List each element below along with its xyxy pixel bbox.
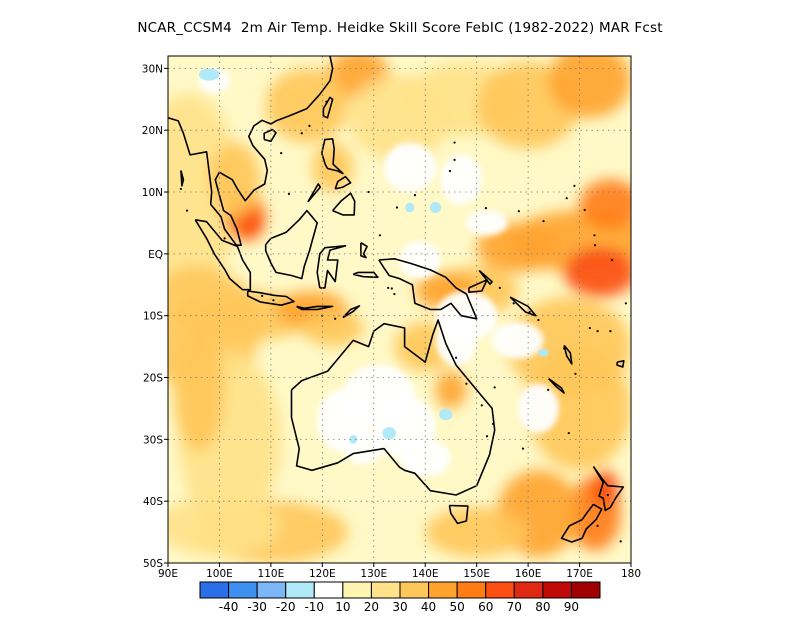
colorbar-label: 70 [507,600,522,614]
colorbar-label: 90 [564,600,579,614]
colorbar-swatch [428,581,458,599]
map-frame [167,55,632,564]
x-tick-label: 100E [206,568,233,580]
colorbar-swatch [342,581,372,599]
colorbar-swatch [256,581,287,599]
colorbar-label: 80 [535,600,550,614]
colorbar-label: 20 [364,600,379,614]
y-tick-label: 30N [142,63,163,75]
colorbar-label: -20 [276,600,296,614]
x-tick-label: 170E [566,568,593,580]
colorbar-label: -10 [304,600,324,614]
colorbar-label: 10 [335,600,350,614]
y-tick-label: 10S [143,311,163,323]
colorbar-label: 30 [392,600,407,614]
y-axis-ticks: 30N 20N 10N EQ 10S 20S 30S 40S 50S [142,63,168,570]
colorbar-label: 50 [450,600,465,614]
colorbar-label: 60 [478,600,493,614]
colorbar-swatch [542,581,572,599]
x-tick-label: 120E [309,568,336,580]
colorbar-label: 40 [421,600,436,614]
map-area [168,56,631,563]
colorbar-label: -40 [219,600,239,614]
colorbar-swatch [456,581,487,599]
coastlines [168,56,627,543]
x-tick-label: 110E [258,568,285,580]
y-tick-label: 40S [143,496,163,508]
x-tick-label: 160E [515,568,542,580]
colorbar-swatch [485,581,515,599]
x-tick-label: 130E [360,568,387,580]
x-axis-ticks: 90E 100E 110E 120E 130E 140E 150E 160E 170E 180 [158,563,641,580]
colorbar-label: -30 [247,600,267,614]
colorbar-swatch [399,581,430,599]
y-tick-label: EQ [148,249,163,261]
colorbar-swatch [570,581,601,599]
x-tick-label: 90E [158,568,178,580]
y-tick-label: 20N [142,125,163,137]
colorbar-swatch [199,581,230,599]
x-tick-label: 140E [412,568,439,580]
colorbar-swatch [370,581,401,599]
x-tick-label: 150E [463,568,490,580]
y-tick-label: 10N [142,187,163,199]
grid-lines [168,56,631,563]
y-tick-label: 20S [143,373,163,385]
chart-title: NCAR_CCSM4 2m Air Temp. Heidke Skill Sco… [137,20,663,36]
y-tick-label: 50S [143,558,163,570]
colorbar-swatch [228,581,258,599]
y-tick-label: 30S [143,434,163,446]
colorbar-swatch [285,581,315,599]
colorbar: -40 -30 -20 -10 10 20 30 40 50 60 70 80 90 [199,581,601,614]
colorbar-swatch [513,581,544,599]
colorbar-swatch [313,581,344,599]
x-tick-label: 180 [621,568,641,580]
